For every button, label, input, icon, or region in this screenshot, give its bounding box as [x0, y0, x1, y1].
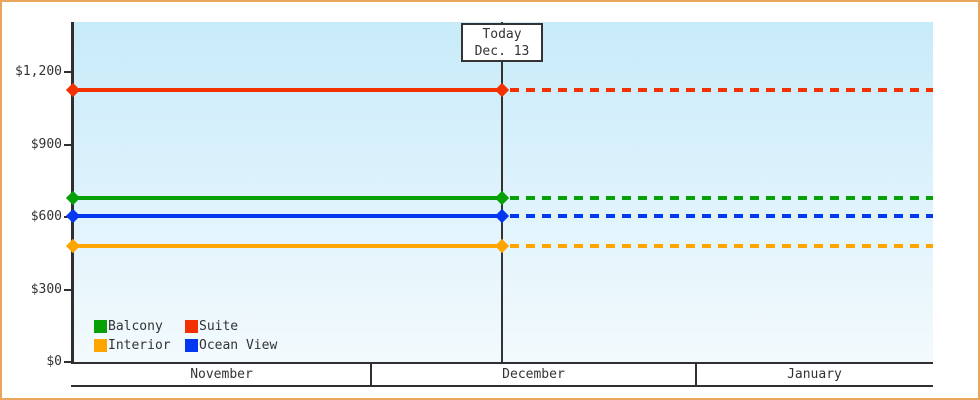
legend-swatch	[185, 339, 198, 352]
today-annotation: Today Dec. 13	[461, 23, 543, 62]
today-annotation-date: Dec. 13	[474, 44, 530, 59]
legend-item: Ocean View	[185, 338, 277, 353]
series-line-solid-ocean-view	[72, 213, 502, 218]
legend-label: Interior	[108, 338, 171, 353]
y-tick-mark	[64, 288, 72, 291]
series-line-dashed-suite	[510, 88, 933, 93]
month-label: December	[502, 367, 565, 382]
y-tick-label: $300	[30, 281, 62, 297]
today-annotation-title: Today	[482, 27, 522, 42]
month-label: January	[787, 367, 842, 382]
month-separator	[370, 362, 373, 386]
series-line-dashed-ocean-view	[510, 213, 933, 218]
y-tick-mark	[64, 361, 72, 363]
month-band-bottom-line	[71, 385, 933, 387]
legend-label: Suite	[199, 319, 239, 334]
y-tick-label: $900	[30, 136, 62, 152]
x-axis-line	[71, 362, 933, 364]
series-line-dashed-interior	[510, 244, 933, 248]
y-tick-label: $600	[30, 209, 62, 224]
y-tick-label: $1,200	[15, 64, 62, 79]
month-separator	[694, 362, 697, 386]
legend-swatch	[94, 339, 107, 352]
y-tick-label: $0	[46, 354, 62, 369]
legend-label: Balcony	[108, 319, 163, 334]
y-tick-mark	[64, 143, 72, 146]
legend-item: Interior	[94, 338, 185, 353]
legend-label: Ocean View	[199, 338, 278, 353]
legend-item: Suite	[185, 319, 277, 334]
legend-swatch	[185, 320, 198, 333]
month-label: November	[190, 367, 253, 382]
series-line-solid-balcony	[72, 195, 502, 200]
legend-swatch	[94, 320, 107, 333]
legend-item: Balcony	[94, 319, 185, 334]
series-line-dashed-balcony	[510, 195, 933, 200]
series-line-solid-suite	[72, 88, 502, 93]
series-line-solid-interior	[72, 244, 502, 248]
legend: Balcony Suite Interior Ocean View	[94, 317, 277, 355]
y-tick-mark	[64, 71, 72, 73]
